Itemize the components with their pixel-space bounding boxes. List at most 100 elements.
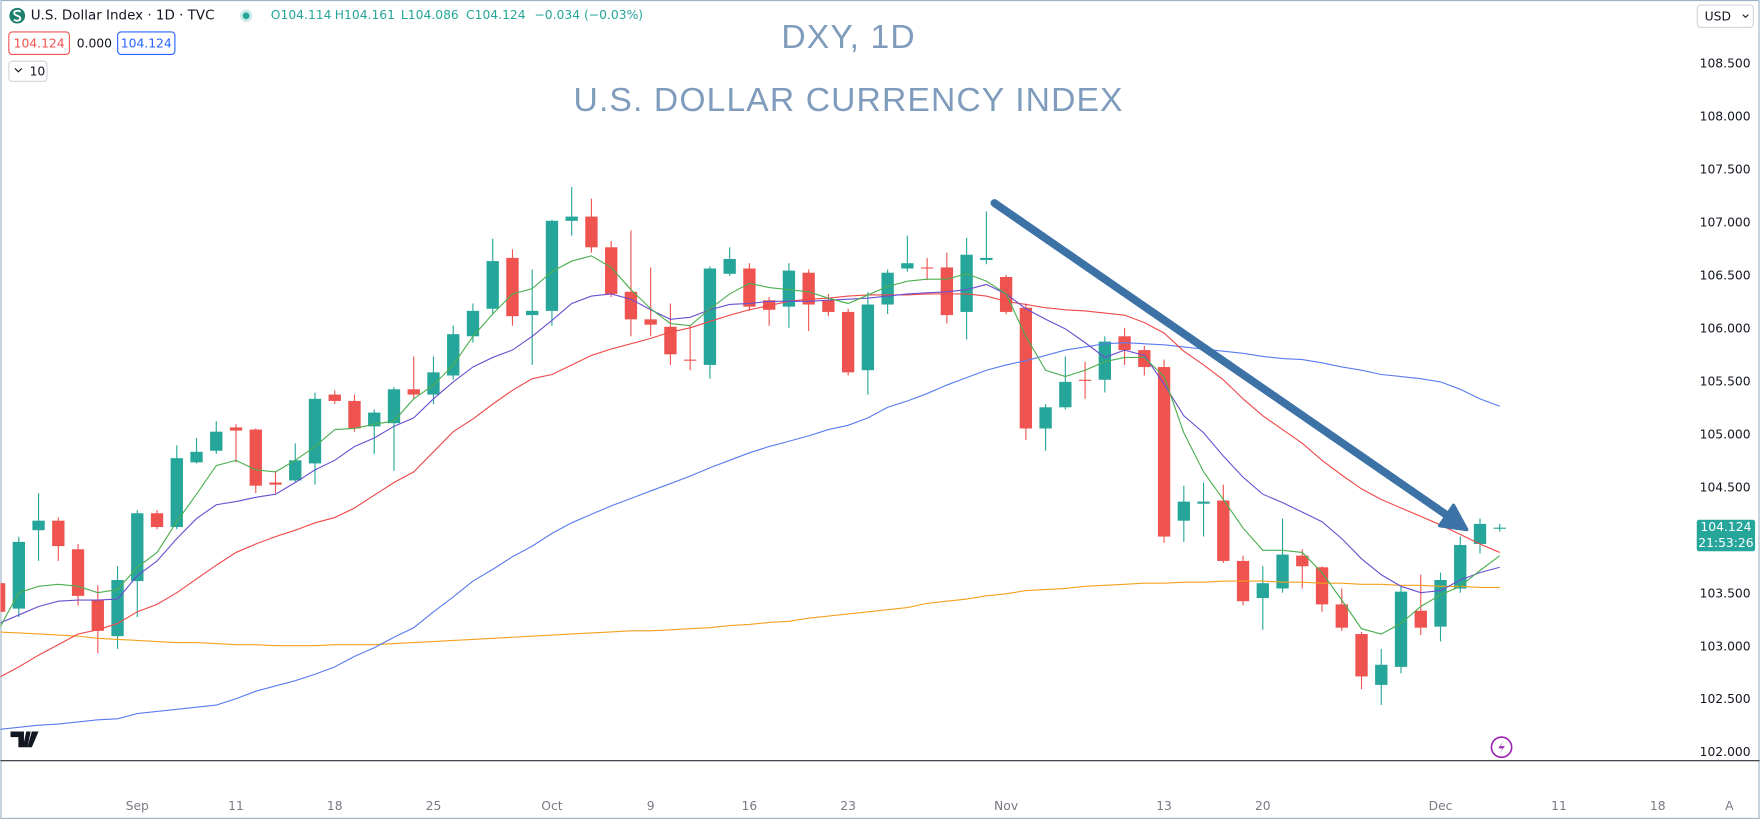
indicator-value: 104.124 — [121, 36, 172, 50]
candle-body — [802, 272, 815, 305]
candle-body — [407, 389, 420, 395]
candle-body — [1355, 634, 1368, 677]
candle-body — [1454, 545, 1467, 589]
candle-body — [1177, 501, 1190, 521]
candle-body — [427, 372, 440, 395]
y-tick-label: 105.000 — [1700, 427, 1751, 441]
moving-average-line — [0, 580, 1500, 647]
y-tick-label: 102.500 — [1700, 692, 1751, 706]
candle-body — [308, 398, 322, 464]
x-tick-label: 11 — [1551, 799, 1567, 813]
candle-body — [150, 513, 164, 528]
candle-body — [861, 304, 875, 371]
auto-scale-button[interactable]: A — [1725, 799, 1734, 813]
indicator-value: 104.124 — [14, 36, 65, 50]
y-tick-label: 107.000 — [1700, 215, 1751, 229]
candle-body — [170, 458, 183, 528]
last-price-label: 104.124 — [1700, 520, 1751, 534]
candle-body — [782, 270, 796, 307]
x-tick-label: 11 — [228, 799, 244, 813]
chevron-icon — [14, 68, 23, 73]
candle-body — [289, 460, 302, 481]
candle-body — [684, 359, 697, 361]
candle-body — [841, 311, 855, 373]
y-tick-label: 108.000 — [1700, 109, 1751, 123]
indicator-value-box — [117, 31, 176, 55]
symbol-logo-mark — [13, 9, 22, 22]
candle-body — [1157, 367, 1171, 537]
y-tick-label: 103.000 — [1700, 639, 1751, 653]
candle-body — [1434, 580, 1447, 627]
tv-logo — [10, 731, 39, 748]
last-price-tag — [1696, 519, 1756, 552]
symbol-name: U.S. Dollar Index · 1D · TVC — [31, 9, 215, 24]
x-tick-label: Nov — [994, 799, 1018, 813]
lightning-icon — [1498, 740, 1505, 754]
candle-body — [368, 412, 381, 427]
candle-body — [1375, 664, 1388, 685]
candle-body — [901, 263, 914, 269]
ohlc-close: C104.124 — [466, 8, 526, 22]
candle-body — [32, 520, 45, 531]
candle-body — [565, 216, 578, 221]
plot-area — [0, 186, 1506, 730]
y-tick-label: 103.500 — [1700, 586, 1751, 600]
x-tick-label: 18 — [1650, 799, 1666, 813]
candle-body — [91, 600, 104, 631]
candle-body — [624, 291, 638, 320]
ohlc-low: L104.086 — [401, 8, 459, 22]
candle-body — [980, 257, 993, 261]
moving-average-line — [0, 293, 1500, 678]
candle-body — [1059, 381, 1072, 408]
moving-average-line — [0, 283, 1500, 624]
y-tick-label: 107.500 — [1700, 162, 1751, 176]
candle-body — [1296, 555, 1309, 567]
candle-body — [526, 310, 539, 316]
x-tick-label: 20 — [1255, 799, 1271, 813]
chart-title: DXY, 1D — [781, 19, 915, 56]
y-tick-label: 104.500 — [1700, 480, 1751, 494]
currency-label[interactable]: USD — [1705, 9, 1731, 23]
candle-body — [210, 431, 223, 451]
candle-body — [585, 216, 598, 248]
candle-body — [743, 268, 756, 307]
currency-select[interactable] — [1696, 4, 1754, 29]
x-tick-label: Oct — [541, 799, 562, 813]
candle-body — [1473, 523, 1487, 544]
indicator-toggle[interactable] — [8, 60, 48, 82]
candle-body — [486, 261, 499, 309]
market-status-dot — [242, 12, 250, 20]
candle-body — [644, 319, 657, 325]
ohlc-high: H104.161 — [335, 8, 395, 22]
trend-arrow-head — [1437, 503, 1469, 532]
candle-body — [723, 258, 736, 274]
candle-body — [447, 334, 460, 376]
candle-body — [190, 451, 203, 463]
candle-body — [328, 394, 341, 401]
candle-body — [52, 520, 65, 547]
bar-countdown: 21:53:26 — [1698, 536, 1754, 550]
y-tick-label: 106.500 — [1700, 268, 1751, 282]
candle-body — [269, 482, 282, 485]
x-tick-label: 18 — [327, 799, 343, 813]
indicator-count[interactable]: 10 — [30, 64, 46, 78]
y-tick-label: 102.000 — [1700, 745, 1751, 759]
x-tick-label: Dec — [1429, 799, 1453, 813]
candle-body — [703, 268, 717, 365]
candle-body — [1414, 610, 1427, 628]
ohlc-open: O104.114 — [271, 8, 332, 22]
candle-body — [1039, 407, 1052, 429]
candle-body — [1493, 527, 1506, 529]
candle-body — [387, 389, 401, 424]
chart-subtitle: U.S. DOLLAR CURRENCY INDEX — [574, 82, 1124, 119]
x-tick-label: 16 — [742, 799, 758, 813]
x-tick-label: 25 — [426, 799, 442, 813]
candle-body — [1335, 604, 1348, 628]
candle-body — [1078, 379, 1092, 381]
x-tick-label: 13 — [1156, 799, 1172, 813]
candle-body — [605, 247, 618, 294]
candle-body — [466, 310, 480, 337]
indicator-value: 0.000 — [77, 36, 112, 50]
